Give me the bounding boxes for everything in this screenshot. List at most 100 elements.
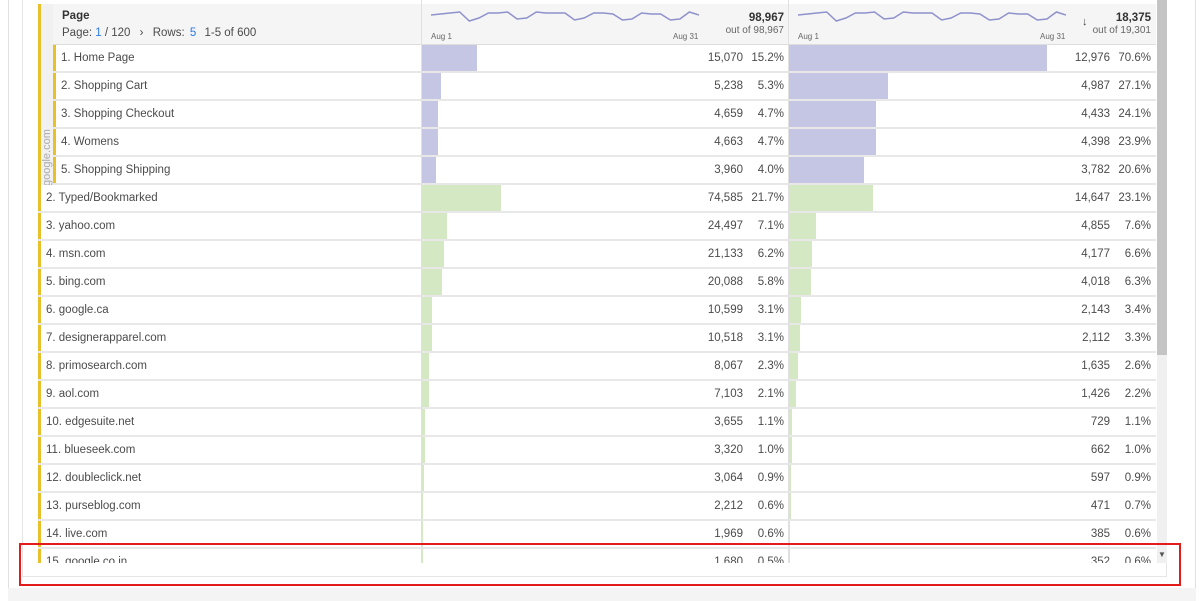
metric-cell: 15,070 15.2% (421, 45, 788, 71)
page-current[interactable]: 1 (95, 27, 102, 39)
metric-percent: 1.0% (757, 444, 784, 456)
row-label[interactable]: 9. aol.com (46, 388, 100, 400)
row-label[interactable]: 12. doubleclick.net (46, 472, 142, 484)
metric-percent: 2.6% (1124, 360, 1151, 372)
row-label[interactable]: 5. bing.com (46, 276, 106, 288)
scrollbar[interactable]: ▼ (1157, 0, 1167, 563)
metric-cell: 3,655 1.1% (421, 409, 788, 435)
row-label[interactable]: 5. Shopping Shipping (61, 164, 171, 176)
metric-percent: 23.9% (1118, 136, 1151, 148)
value-bar (788, 381, 797, 407)
row-label[interactable]: 13. purseblog.com (46, 500, 141, 512)
metric-value: 729 (1090, 416, 1110, 428)
value-bar (421, 409, 425, 435)
metric-cell: 4,177 6.6% (788, 241, 1155, 267)
dimension-title: Page (62, 10, 90, 22)
row-label[interactable]: 3. yahoo.com (46, 220, 116, 232)
metric-value: 2,143 (1081, 304, 1110, 316)
metric-header[interactable]: Aug 1 Aug 31 98,967 out of 98,967 (421, 4, 788, 45)
row-label[interactable]: 11. blueseek.com (46, 444, 136, 456)
table-row[interactable]: 6. google.ca 10,599 3.1% 2,143 3.4% (38, 297, 1156, 325)
table-row[interactable]: 5. Shopping Shipping 3,960 4.0% 3,782 20… (53, 157, 1156, 185)
metric-percent: 0.6% (757, 500, 784, 512)
arrow-down-icon[interactable]: ↓ (1082, 16, 1088, 28)
table-row[interactable]: 7. designerapparel.com 10,518 3.1% 2,112… (38, 325, 1156, 353)
table-row[interactable]: 2. Shopping Cart 5,238 5.3% 4,987 27.1% (53, 73, 1156, 101)
table-row[interactable]: 4. msn.com 21,133 6.2% 4,177 6.6% (38, 241, 1156, 269)
metric-value: 10,518 (707, 332, 743, 344)
value-bar (421, 241, 444, 267)
row-label[interactable]: 1. Home Page (61, 52, 135, 64)
row-label[interactable]: 6. google.ca (46, 304, 109, 316)
table-row[interactable]: 2. Typed/Bookmarked 74,585 21.7% 14,647 … (38, 185, 1156, 213)
metric-percent: 1.1% (757, 416, 784, 428)
metric-percent: 4.0% (757, 164, 784, 176)
value-bar (421, 213, 448, 239)
metric-value: 4,855 (1081, 220, 1110, 232)
row-label[interactable]: 10. edgesuite.net (46, 416, 135, 428)
value-bar (788, 549, 791, 563)
metric-value: 1,426 (1081, 388, 1110, 400)
metric-cell: 729 1.1% (788, 409, 1155, 435)
table-row[interactable]: 1. Home Page 15,070 15.2% 12,976 70.6% (53, 45, 1156, 73)
scrollbar-thumb[interactable] (1157, 0, 1167, 355)
table-row[interactable]: 8. primosearch.com 8,067 2.3% 1,635 2.6% (38, 353, 1156, 381)
metric-cell: 662 1.0% (788, 437, 1155, 463)
row-label[interactable]: 4. msn.com (46, 248, 106, 260)
metric-value: 3,782 (1081, 164, 1110, 176)
row-label[interactable]: 2. Shopping Cart (61, 80, 148, 92)
value-bar (421, 157, 436, 183)
panel-footer (8, 588, 1196, 601)
table-row[interactable]: 3. Shopping Checkout 4,659 4.7% 4,433 24… (53, 101, 1156, 129)
table-row[interactable]: 10. edgesuite.net 3,655 1.1% 729 1.1% (38, 409, 1156, 437)
metric-percent: 0.9% (757, 472, 784, 484)
metric-value: 4,663 (714, 136, 743, 148)
row-label[interactable]: 15. google.co.in (46, 556, 128, 563)
value-bar (788, 437, 792, 463)
value-bar (788, 325, 801, 351)
row-label[interactable]: 3. Shopping Checkout (61, 108, 175, 120)
value-bar (788, 241, 813, 267)
metric-percent: 2.2% (1124, 388, 1151, 400)
table-row[interactable]: 15. google.co.in 1,680 0.5% 352 0.6% (38, 549, 1156, 563)
metric-percent: 6.2% (757, 248, 784, 260)
metric-percent: 24.1% (1118, 108, 1151, 120)
row-label[interactable]: 14. live.com (46, 528, 108, 540)
table-row[interactable]: 4. Womens 4,663 4.7% 4,398 23.9% (53, 129, 1156, 157)
rows-per-page[interactable]: 5 (189, 27, 197, 39)
metric-percent: 23.1% (1118, 192, 1151, 204)
spark-end: Aug 31 (1040, 32, 1066, 41)
metric-total: 98,967 (748, 12, 784, 24)
table-row[interactable]: 13. purseblog.com 2,212 0.6% 471 0.7% (38, 493, 1156, 521)
value-bar (421, 381, 429, 407)
row-label[interactable]: 2. Typed/Bookmarked (46, 192, 158, 204)
value-bar (421, 185, 501, 211)
metric-header[interactable]: Aug 1 Aug 31 ↓ 18,375 out of 19,301 (788, 4, 1155, 45)
value-bar (788, 157, 864, 183)
metric-percent: 1.1% (1124, 416, 1151, 428)
metric-value: 74,585 (707, 192, 743, 204)
value-bar (421, 73, 441, 99)
metric-cell: 471 0.7% (788, 493, 1155, 519)
table-row[interactable]: 11. blueseek.com 3,320 1.0% 662 1.0% (38, 437, 1156, 465)
metric-percent: 3.3% (1124, 332, 1151, 344)
value-bar (788, 353, 798, 379)
scroll-down-icon[interactable]: ▼ (1158, 550, 1166, 559)
metric-cell: 14,647 23.1% (788, 185, 1155, 211)
metric-out-of: out of 19,301 (1092, 25, 1151, 36)
value-bar (788, 129, 876, 155)
table-row[interactable]: 3. yahoo.com 24,497 7.1% 4,855 7.6% (38, 213, 1156, 241)
metric-cell: 74,585 21.7% (421, 185, 788, 211)
next-page-icon[interactable]: › (139, 27, 144, 39)
metric-percent: 3.4% (1124, 304, 1151, 316)
table-row[interactable]: 9. aol.com 7,103 2.1% 1,426 2.2% (38, 381, 1156, 409)
metric-percent: 21.7% (751, 192, 784, 204)
row-label[interactable]: 8. primosearch.com (46, 360, 147, 372)
table-row[interactable]: 12. doubleclick.net 3,064 0.9% 597 0.9% (38, 465, 1156, 493)
metric-value: 10,599 (707, 304, 743, 316)
row-label[interactable]: 4. Womens (61, 136, 119, 148)
row-label[interactable]: 7. designerapparel.com (46, 332, 167, 344)
metric-percent: 0.6% (757, 528, 784, 540)
table-row[interactable]: 5. bing.com 20,088 5.8% 4,018 6.3% (38, 269, 1156, 297)
metric-cell: 4,398 23.9% (788, 129, 1155, 155)
